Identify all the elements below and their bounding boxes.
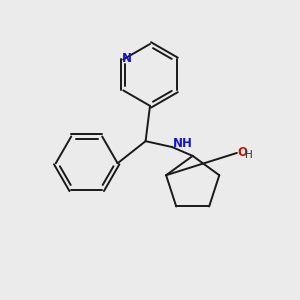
Text: O: O [237, 146, 247, 159]
Text: N: N [122, 52, 132, 65]
Text: NH: NH [173, 137, 193, 150]
Text: H: H [245, 150, 253, 160]
